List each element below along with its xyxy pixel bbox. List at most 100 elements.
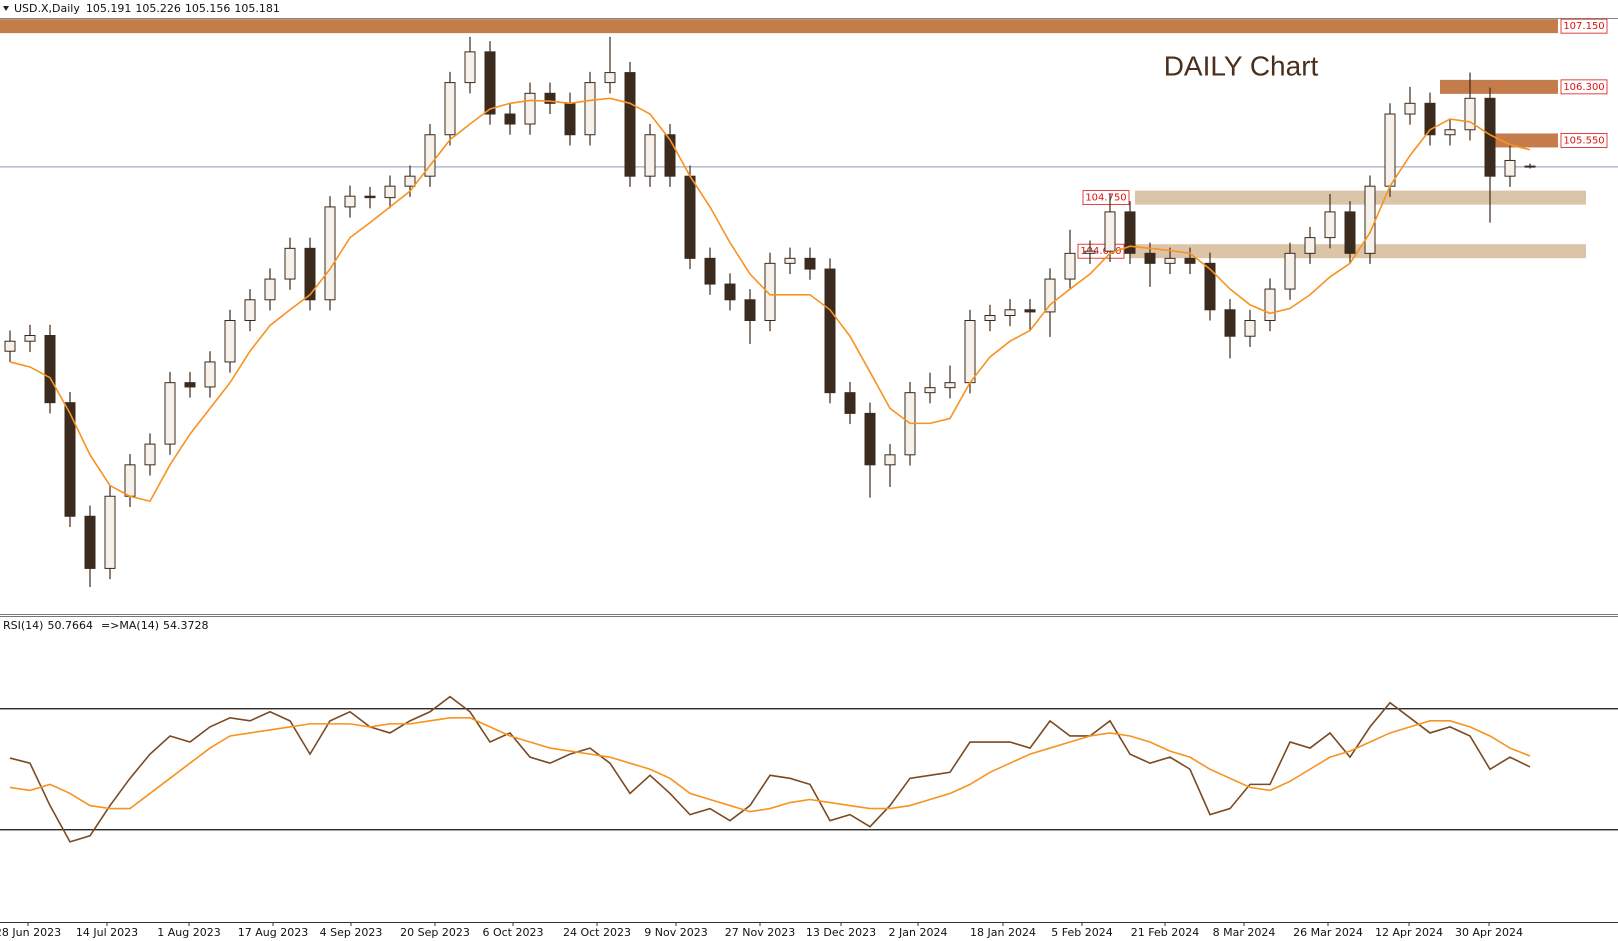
x-tick-label: 24 Oct 2023 bbox=[563, 926, 631, 939]
candle-body bbox=[1004, 309, 1016, 316]
candle-body bbox=[224, 320, 236, 363]
candle-body bbox=[1384, 113, 1396, 187]
candle-body bbox=[1324, 211, 1336, 239]
header: USD.X,Daily 105.191 105.226 105.156 105.181 bbox=[14, 2, 280, 15]
candle-body bbox=[44, 335, 56, 404]
candle-body bbox=[504, 113, 516, 125]
candle-body bbox=[1464, 97, 1476, 131]
candle-body bbox=[824, 268, 836, 394]
symbol: USD.X,Daily bbox=[14, 2, 80, 15]
candle-body bbox=[1044, 278, 1056, 313]
candle-body bbox=[84, 515, 96, 569]
candle-body bbox=[404, 175, 416, 187]
x-tick-label: 27 Nov 2023 bbox=[725, 926, 795, 939]
x-tick-label: 12 Apr 2024 bbox=[1375, 926, 1443, 939]
level-label: 104.750 bbox=[1085, 193, 1126, 204]
candle-body bbox=[1244, 320, 1256, 337]
candle-body bbox=[384, 185, 396, 199]
candle-body bbox=[304, 247, 316, 301]
x-tick-label: 26 Mar 2024 bbox=[1293, 926, 1363, 939]
open: 105.191 bbox=[86, 2, 132, 15]
candle-body bbox=[704, 257, 716, 285]
candle-body bbox=[584, 82, 596, 136]
candle-body bbox=[1524, 165, 1536, 168]
level-label: 105.550 bbox=[1563, 135, 1604, 146]
candle-body bbox=[784, 257, 796, 264]
candle-body bbox=[624, 72, 636, 177]
candle-body bbox=[724, 283, 736, 301]
level-label-box bbox=[1082, 190, 1130, 206]
candle-body bbox=[744, 299, 756, 322]
candle-body bbox=[104, 495, 116, 569]
candle-body bbox=[484, 51, 496, 115]
candle-body bbox=[164, 382, 176, 445]
candle-body bbox=[124, 464, 136, 497]
x-tick-label: 2 Jan 2024 bbox=[889, 926, 948, 939]
x-tick-label: 6 Oct 2023 bbox=[482, 926, 543, 939]
level-label: 107.150 bbox=[1563, 21, 1604, 32]
candle-body bbox=[764, 262, 776, 322]
candle-body bbox=[864, 412, 876, 466]
candle-body bbox=[884, 454, 896, 466]
candle-body bbox=[644, 134, 656, 177]
candle-body bbox=[1264, 288, 1276, 322]
close: 105.181 bbox=[234, 2, 280, 15]
candle-body bbox=[324, 206, 336, 301]
candle-body bbox=[1164, 257, 1176, 264]
x-tick-label: 8 Mar 2024 bbox=[1213, 926, 1276, 939]
rsi-line bbox=[9, 717, 1531, 813]
candle-body bbox=[184, 382, 196, 388]
candle-body bbox=[204, 361, 216, 388]
candle-body bbox=[604, 72, 616, 84]
x-tick-label: 14 Jul 2023 bbox=[76, 926, 138, 939]
candle-body bbox=[1364, 185, 1376, 254]
candle-body bbox=[1124, 211, 1136, 254]
menu-arrow[interactable] bbox=[3, 6, 9, 11]
x-tick-label: 4 Sep 2023 bbox=[320, 926, 383, 939]
level-label-box bbox=[1560, 18, 1608, 34]
candle-body bbox=[364, 195, 376, 199]
candle-body bbox=[1104, 211, 1116, 252]
x-tick-label: 20 Sep 2023 bbox=[400, 926, 470, 939]
candle-body bbox=[344, 195, 356, 208]
candle-body bbox=[284, 247, 296, 280]
candle-body bbox=[1404, 102, 1416, 115]
x-tick-label: 1 Aug 2023 bbox=[157, 926, 220, 939]
level-zone bbox=[0, 19, 1558, 34]
candle-body bbox=[684, 175, 696, 259]
candle-body bbox=[24, 335, 36, 342]
candle-body bbox=[524, 92, 536, 125]
candle-body bbox=[964, 320, 976, 384]
candle-body bbox=[64, 402, 76, 517]
candle-body bbox=[564, 102, 576, 136]
candle-body bbox=[444, 82, 456, 136]
candle-body bbox=[1444, 129, 1456, 136]
level-zone bbox=[1486, 133, 1558, 148]
level-label-box bbox=[1560, 79, 1608, 95]
candle-body bbox=[664, 134, 676, 177]
level-label: 106.300 bbox=[1563, 82, 1604, 93]
level-label-box bbox=[1560, 133, 1608, 148]
x-tick-label: 9 Nov 2023 bbox=[644, 926, 707, 939]
candle-body bbox=[244, 299, 256, 322]
x-tick-label: 30 Apr 2024 bbox=[1455, 926, 1523, 939]
candle-body bbox=[1284, 252, 1296, 290]
candle-body bbox=[1344, 211, 1356, 254]
candle-body bbox=[4, 340, 16, 352]
x-tick-label: 13 Dec 2023 bbox=[806, 926, 876, 939]
chart-title: DAILY Chart bbox=[1164, 50, 1319, 81]
rsi-value: 50.7664 bbox=[47, 619, 93, 632]
candle-body bbox=[144, 443, 156, 466]
candle-body bbox=[544, 92, 556, 104]
candle-body bbox=[424, 134, 436, 177]
candle-body bbox=[984, 315, 996, 322]
candle-body bbox=[1024, 309, 1036, 313]
candle-body bbox=[1184, 257, 1196, 264]
high: 105.226 bbox=[135, 2, 181, 15]
level-zone bbox=[1440, 79, 1558, 94]
candle-body bbox=[1304, 237, 1316, 254]
level-zone bbox=[1135, 190, 1586, 205]
rsi-line bbox=[9, 695, 1531, 843]
candle-body bbox=[264, 278, 276, 301]
